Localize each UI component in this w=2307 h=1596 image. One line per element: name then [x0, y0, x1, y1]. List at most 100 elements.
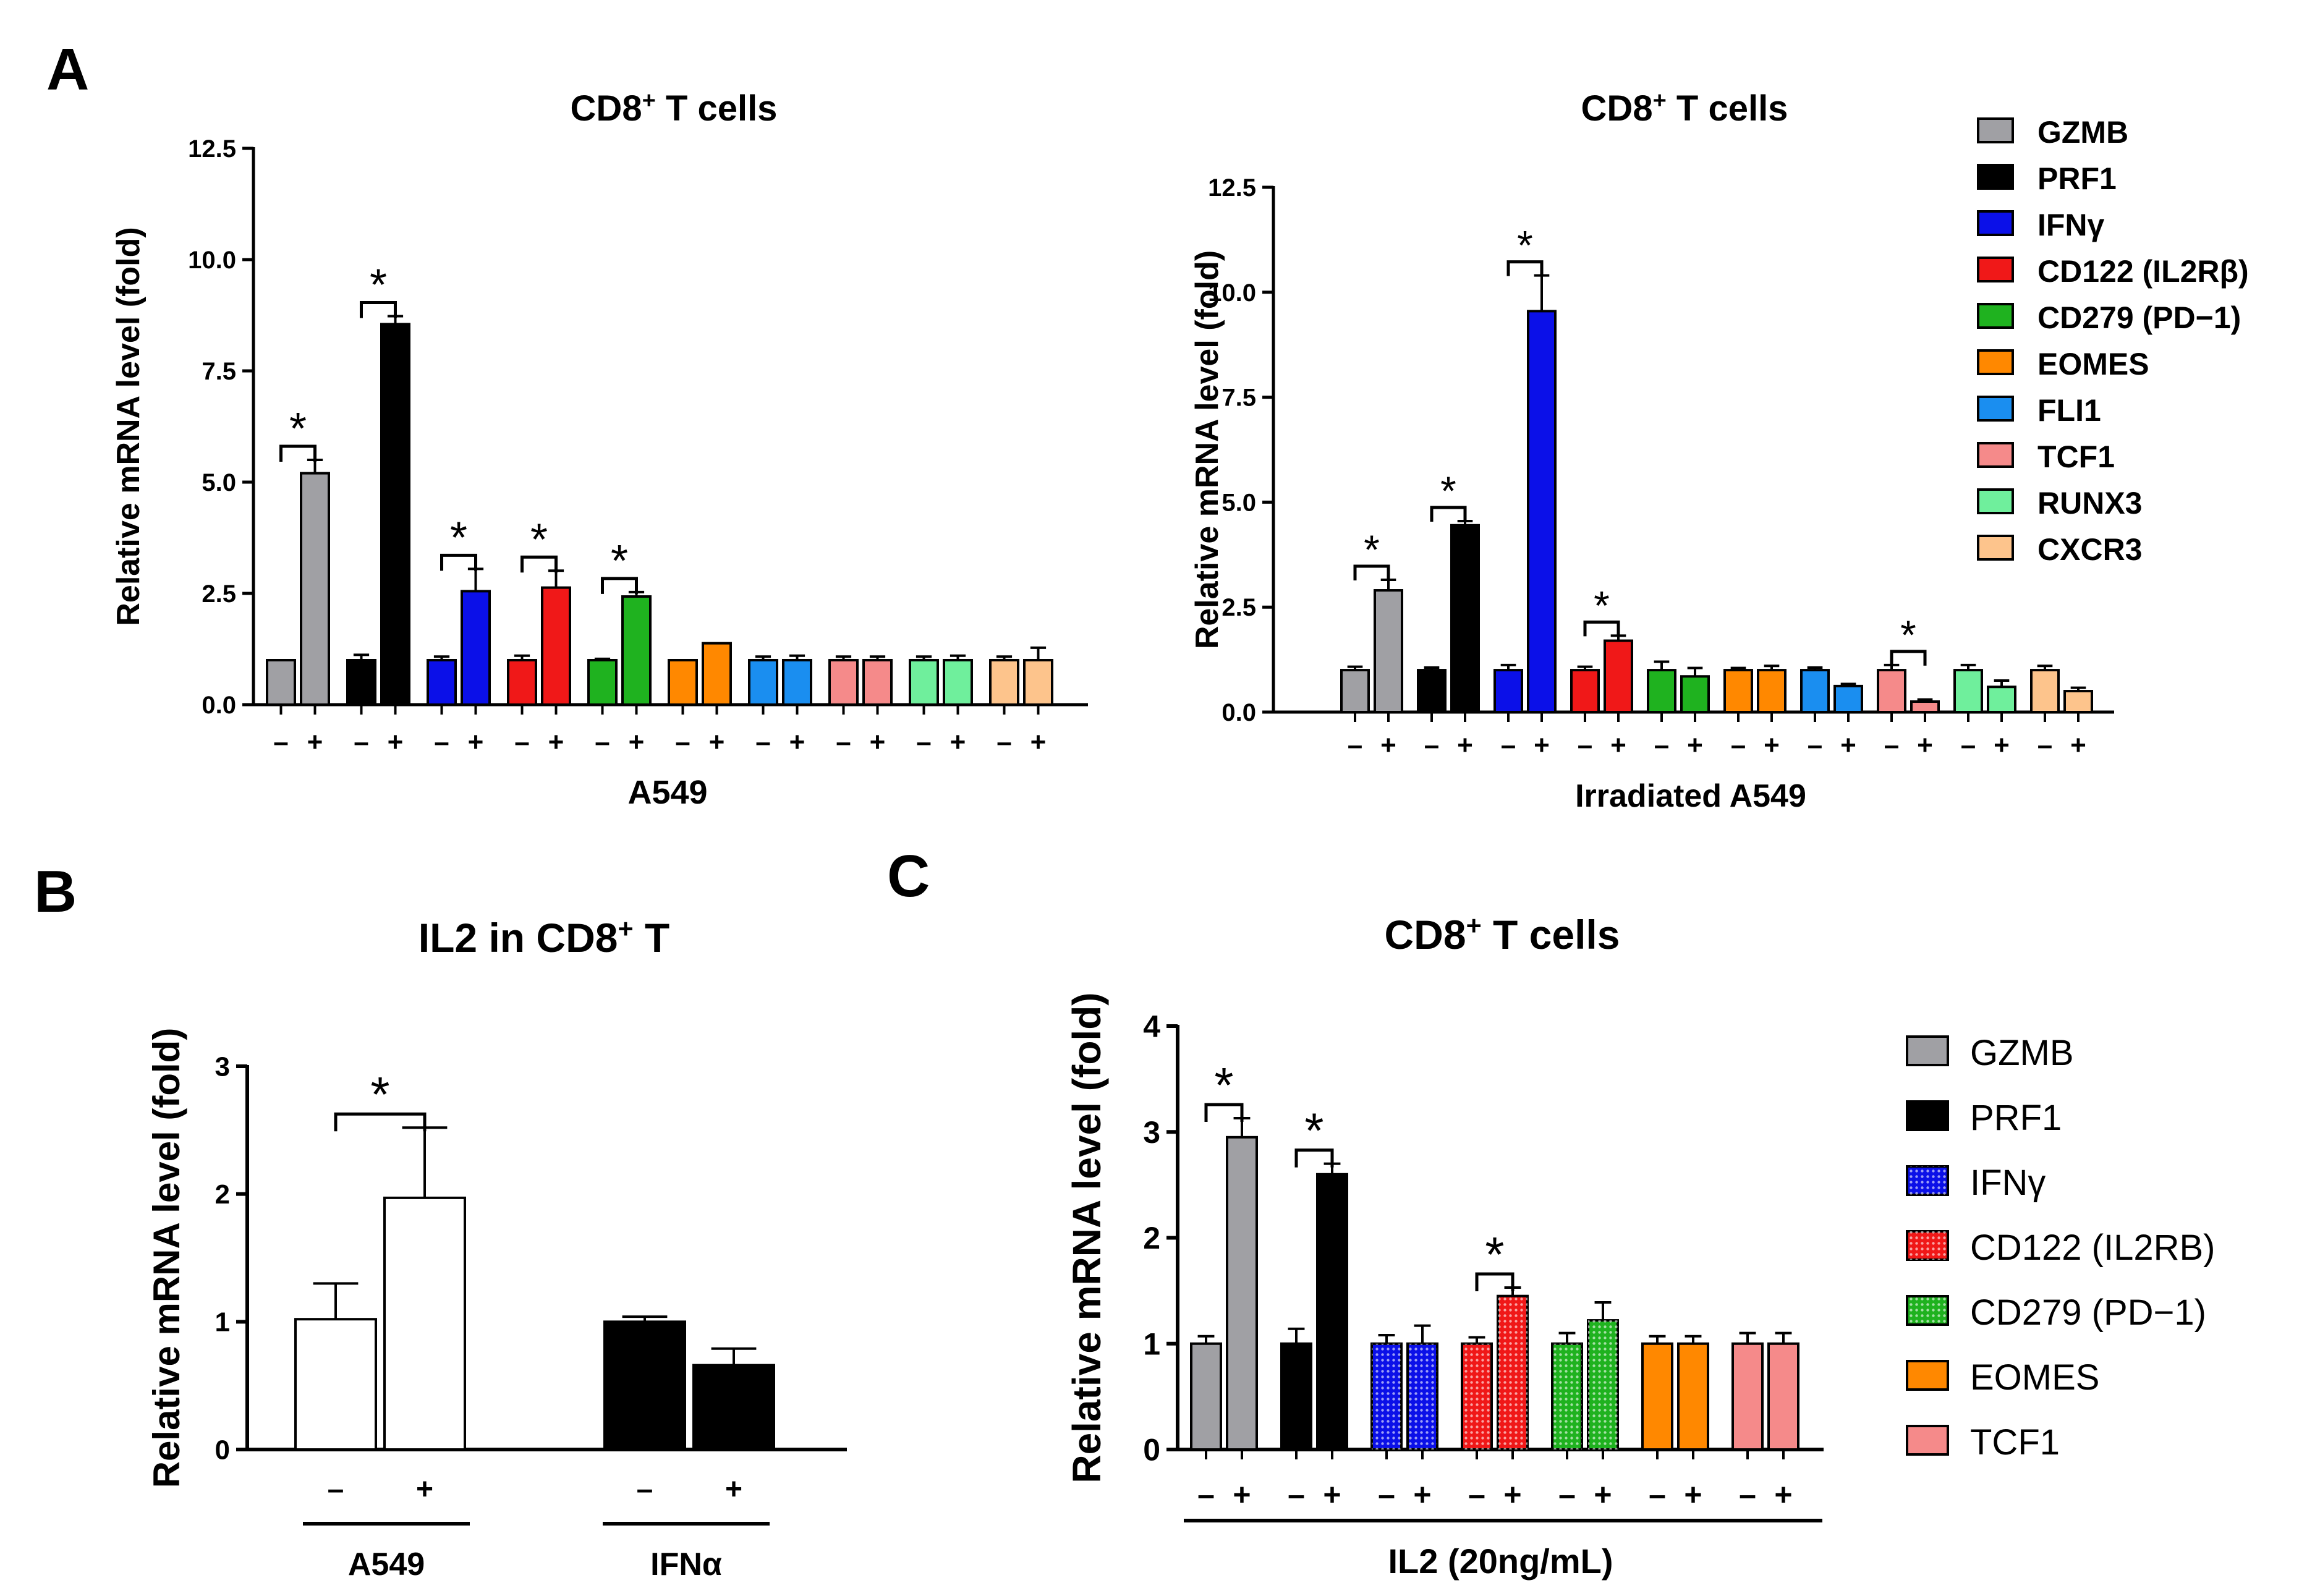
- condition-plus-label: +: [548, 727, 564, 757]
- panel-label-b: B: [34, 859, 77, 925]
- condition-plus-label: +: [1764, 730, 1780, 760]
- legend-swatch-eomes: [1906, 1360, 1949, 1391]
- chart-title-main: CD8: [571, 88, 642, 129]
- chart-title-main: CD8: [1581, 88, 1653, 129]
- y-tick-label: 5.0: [1221, 489, 1256, 516]
- condition-minus-label: –: [595, 727, 610, 757]
- condition-plus-label: +: [388, 727, 404, 757]
- condition-minus-label: –: [637, 1473, 653, 1506]
- significance-star-1: *: [1440, 468, 1456, 514]
- bar-cxcr3-minus: [2030, 669, 2060, 713]
- condition-plus-label: +: [468, 727, 484, 757]
- chart-title-C: CD8+ T cells: [1385, 911, 1620, 957]
- condition-plus-label: +: [1684, 1477, 1702, 1512]
- bar-cxcr3-minus: [989, 659, 1019, 706]
- bar-ifn-minus: [1493, 669, 1523, 713]
- condition-minus-label: –: [1808, 730, 1822, 760]
- bar-a549-minus: [294, 1318, 377, 1451]
- bar-fli1-plus: [1833, 684, 1863, 714]
- bar-cd279-pd-1-minus: [587, 659, 618, 706]
- chart-a-left: CD8+ T cells0.02.55.07.510.012.5Relative…: [111, 88, 1088, 811]
- significance-bracket-7: [1890, 650, 1927, 666]
- significance-star-0: *: [1214, 1058, 1233, 1113]
- bar-tcf1-plus: [862, 659, 893, 706]
- bar-runx3-minus: [1953, 669, 1983, 713]
- condition-minus-label: –: [675, 727, 690, 757]
- bar-cxcr3-plus: [1023, 659, 1053, 706]
- y-tick-label: 2: [1143, 1221, 1160, 1255]
- condition-plus-label: +: [307, 727, 323, 757]
- bar-cd279-pd-1-minus: [1647, 669, 1676, 713]
- condition-minus-label: –: [1348, 730, 1362, 760]
- legend-label-tcf1: TCF1: [1970, 1422, 2060, 1462]
- condition-minus-label: –: [1654, 730, 1669, 760]
- bar-eomes-plus: [702, 642, 732, 707]
- bar-cd122-il2rb-minus-dots: [1462, 1343, 1492, 1450]
- legend-label-fli1: FLI1: [2037, 393, 2101, 428]
- y-tick-label: 0: [215, 1435, 230, 1465]
- condition-minus-label: –: [836, 727, 851, 757]
- legend-swatch-tcf1: [1906, 1425, 1949, 1456]
- y-axis-label: Relative mRNA level (fold): [1189, 250, 1225, 649]
- significance-bracket-3: [1583, 620, 1620, 637]
- y-tick-label: 7.5: [202, 358, 236, 385]
- y-tick-label: 0.0: [1221, 699, 1256, 726]
- legend-label-cxcr3: CXCR3: [2037, 532, 2142, 567]
- condition-minus-label: –: [1558, 1477, 1576, 1512]
- chart-title-sup: +: [618, 914, 633, 944]
- condition-minus-label: –: [1884, 730, 1899, 760]
- legend-label-tcf1: TCF1: [2037, 439, 2115, 474]
- bar-gzmb-plus: [1226, 1135, 1258, 1451]
- condition-plus-label: +: [416, 1473, 433, 1506]
- condition-plus-label: +: [1030, 727, 1047, 757]
- panel-label-a: A: [46, 36, 89, 103]
- condition-minus-label: –: [328, 1473, 344, 1506]
- condition-plus-label: +: [789, 727, 805, 757]
- condition-plus-label: +: [1534, 730, 1550, 760]
- chart-title-main: IL2 in CD8: [418, 915, 618, 961]
- condition-minus-label: –: [434, 727, 449, 757]
- bar-gzmb-minus: [266, 659, 296, 706]
- legend-c: GZMB PRF1 IFNγ CD122 (IL2RB) CD279 (PD−1) EOM…: [1906, 1033, 2215, 1462]
- legend-swatch-gzmb: [1977, 117, 2014, 143]
- condition-plus-label: +: [1233, 1477, 1251, 1512]
- legend-label-eomes: EOMES: [2037, 347, 2149, 381]
- legend-swatch-tcf1: [1977, 442, 2014, 468]
- bar-tcf1-minus: [1877, 669, 1906, 713]
- y-tick-label: 10.0: [1208, 279, 1256, 307]
- significance-bracket-0: [1204, 1103, 1244, 1122]
- significance-bracket-3: [1475, 1272, 1515, 1291]
- condition-plus-label: +: [1840, 730, 1856, 760]
- significance-star-3: *: [1485, 1227, 1504, 1282]
- bar-tcf1-minus: [828, 659, 859, 706]
- y-tick-label: 10.0: [188, 247, 236, 274]
- bar-eomes-minus: [1723, 669, 1753, 713]
- y-axis-label: Relative mRNA level (fold): [1064, 992, 1109, 1483]
- condition-minus-label: –: [1501, 730, 1516, 760]
- y-tick-label: 3: [1143, 1115, 1160, 1150]
- y-axis-label: Relative mRNA level (fold): [146, 1028, 187, 1488]
- legend-label-prf1: PRF1: [2037, 161, 2117, 196]
- condition-plus-label: +: [2070, 730, 2086, 760]
- significance-star-0: *: [1364, 527, 1380, 572]
- y-tick-label: 0.0: [202, 692, 236, 719]
- bar-cd122-il2r-plus: [541, 586, 571, 707]
- condition-plus-label: +: [725, 1473, 742, 1506]
- condition-plus-label: +: [1323, 1477, 1341, 1512]
- y-tick-label: 1: [1143, 1326, 1160, 1361]
- legend-swatch-prf1: [1906, 1100, 1949, 1131]
- bar-prf1-plus: [1450, 524, 1480, 713]
- x-axis-label: A549: [627, 774, 707, 811]
- bar-cd279-pd-1-minus-dots: [1552, 1343, 1582, 1450]
- condition-minus-label: –: [1578, 730, 1592, 760]
- condition-plus-label: +: [1503, 1477, 1521, 1512]
- bar-runx3-minus: [909, 659, 939, 706]
- legend-label-cd279-pd-1: CD279 (PD−1): [2037, 300, 2241, 335]
- y-tick-label: 0: [1143, 1433, 1160, 1467]
- condition-minus-label: –: [273, 727, 288, 757]
- significance-bracket-3: [520, 555, 558, 573]
- y-tick-label: 2.5: [1221, 594, 1256, 621]
- significance-star-1: *: [370, 260, 387, 310]
- condition-plus-label: +: [1610, 730, 1626, 760]
